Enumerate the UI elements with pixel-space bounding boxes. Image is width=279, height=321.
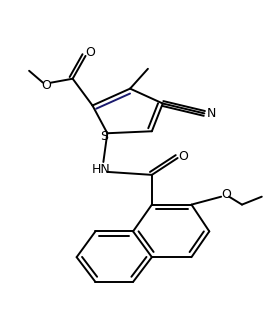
Text: O: O: [179, 150, 189, 162]
Text: N: N: [206, 107, 216, 120]
Text: O: O: [221, 188, 231, 201]
Text: O: O: [86, 47, 95, 59]
Text: HN: HN: [92, 163, 111, 177]
Text: S: S: [100, 130, 108, 143]
Text: O: O: [41, 79, 51, 92]
